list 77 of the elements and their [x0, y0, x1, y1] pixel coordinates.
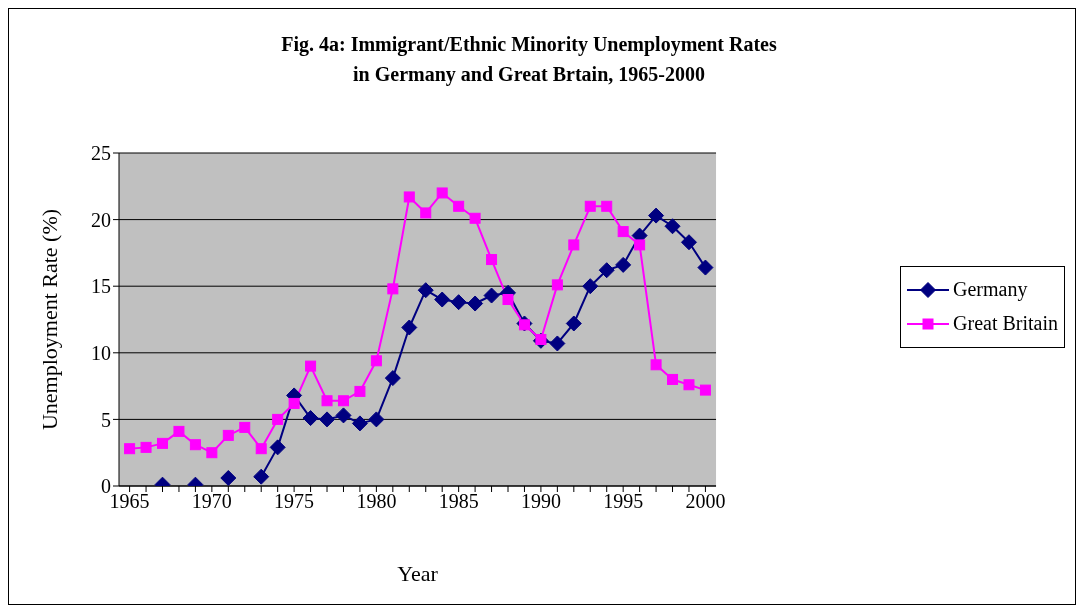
- point: [140, 441, 152, 453]
- point: [351, 415, 368, 432]
- point: [549, 335, 566, 352]
- point: [319, 411, 336, 428]
- point: [598, 262, 615, 279]
- point: [272, 413, 284, 425]
- point: [584, 200, 596, 212]
- x-tick-label: 1965: [109, 490, 150, 513]
- point: [634, 239, 646, 251]
- point: [302, 410, 319, 427]
- y-axis-title: Unemployment Rate (%): [36, 208, 62, 431]
- x-tick-label: 1990: [520, 490, 561, 513]
- point: [401, 319, 418, 336]
- x-tick-label: 1975: [274, 490, 315, 513]
- point: [617, 226, 629, 238]
- chart-title: Fig. 4a: Immigrant/Ethnic Minority Unemployment Rates in Germany and Great Brtain, 1965-2000: [280, 32, 778, 88]
- point: [321, 395, 333, 407]
- point: [337, 395, 349, 407]
- point: [189, 439, 201, 451]
- point: [568, 239, 580, 251]
- y-tick-label: 20: [91, 208, 111, 231]
- point: [683, 379, 695, 391]
- y-tick-label: 10: [91, 341, 111, 364]
- point: [387, 283, 399, 295]
- point: [450, 294, 467, 311]
- point: [239, 421, 251, 433]
- point: [305, 360, 317, 372]
- point: [368, 411, 385, 428]
- point: [486, 254, 498, 266]
- point: [467, 295, 484, 312]
- point: [288, 397, 300, 409]
- legend-label: Great Britain: [953, 312, 1058, 335]
- legend-label: Germany: [953, 278, 1028, 301]
- y-tick-label: 25: [91, 142, 111, 165]
- point: [417, 282, 434, 299]
- point: [699, 384, 711, 396]
- x-tick-label: 1985: [438, 490, 479, 513]
- point: [335, 407, 352, 424]
- point: [551, 279, 563, 291]
- point: [255, 443, 267, 455]
- point: [565, 315, 582, 332]
- point: [664, 218, 681, 235]
- y-tick-label: 5: [101, 408, 111, 431]
- point: [667, 373, 679, 385]
- point: [436, 187, 448, 199]
- y-tick-label: 0: [101, 475, 111, 498]
- x-tick-label: 1970: [191, 490, 232, 513]
- point: [453, 200, 465, 212]
- point: [582, 278, 599, 295]
- x-tick-label: 2000: [685, 490, 726, 513]
- x-tick-label: 1980: [356, 490, 397, 513]
- point: [615, 256, 632, 273]
- point: [469, 212, 481, 224]
- point: [384, 370, 401, 387]
- point: [483, 287, 500, 304]
- point: [173, 425, 185, 437]
- point: [403, 191, 415, 203]
- point: [269, 439, 286, 456]
- x-tick-label: 1995: [603, 490, 644, 513]
- y-tick-label: 15: [91, 275, 111, 298]
- point: [124, 443, 136, 455]
- point: [420, 207, 432, 219]
- point: [502, 294, 514, 306]
- point: [680, 234, 697, 251]
- point: [650, 359, 662, 371]
- point: [157, 437, 169, 449]
- point: [601, 200, 613, 212]
- point: [370, 355, 382, 367]
- point: [697, 259, 714, 276]
- x-axis-title: Year: [397, 561, 439, 586]
- point: [648, 207, 665, 224]
- point: [206, 447, 218, 459]
- point: [222, 429, 234, 441]
- point: [434, 291, 451, 308]
- point: [354, 385, 366, 397]
- point: [220, 470, 237, 486]
- point: [253, 468, 270, 485]
